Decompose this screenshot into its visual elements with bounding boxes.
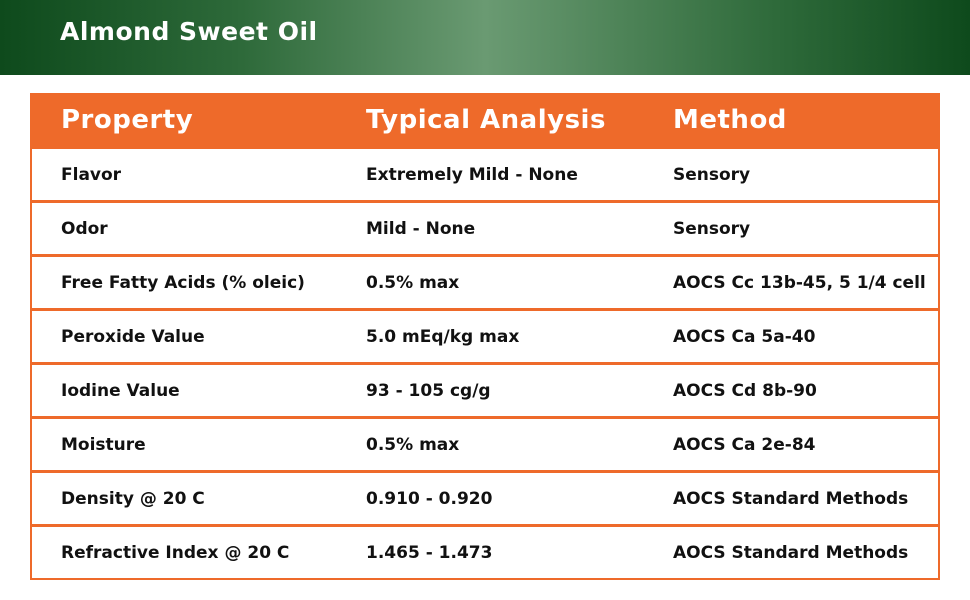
table-row: Free Fatty Acids (% oleic) 0.5% max AOCS C… — [32, 254, 938, 308]
table-row: Odor Mild - None Sensory — [32, 200, 938, 254]
column-header: Typical Analysis — [366, 104, 606, 135]
column-header: Property — [61, 104, 194, 135]
table-cell: Odor — [61, 218, 108, 239]
banner: Almond Sweet Oil — [0, 0, 970, 75]
column-header: Method — [673, 104, 787, 135]
table-cell: 93 - 105 cg/g — [366, 380, 491, 401]
table-cell: Mild - None — [366, 218, 476, 239]
table-cell: AOCS Standard Methods — [673, 488, 909, 509]
table-cell: AOCS Ca 5a-40 — [673, 326, 816, 347]
table-cell: AOCS Cc 13b-45, 5 1/4 cell — [673, 272, 926, 293]
table-cell: 1.465 - 1.473 — [366, 542, 493, 563]
table-row: Moisture 0.5% max AOCS Ca 2e-84 — [32, 416, 938, 470]
table-row: Peroxide Value 5.0 mEq/kg max AOCS Ca 5a-4… — [32, 308, 938, 362]
table-row: Density @ 20 C 0.910 - 0.920 AOCS Standard… — [32, 470, 938, 524]
table-cell: Peroxide Value — [61, 326, 205, 347]
table-row: Iodine Value 93 - 105 cg/g AOCS Cd 8b-90 — [32, 362, 938, 416]
table-cell: AOCS Ca 2e-84 — [673, 434, 816, 455]
table-cell: Density @ 20 C — [61, 488, 205, 509]
table-cell: AOCS Cd 8b-90 — [673, 380, 817, 401]
table-cell: Refractive Index @ 20 C — [61, 542, 290, 563]
table-cell: Sensory — [673, 218, 751, 239]
table-cell: 0.5% max — [366, 272, 460, 293]
table-row: Flavor Extremely Mild - None Sensory — [32, 146, 938, 200]
table-cell: AOCS Standard Methods — [673, 542, 909, 563]
table: Property Typical Analysis Method Flavor Extr… — [30, 93, 940, 580]
title: Almond Sweet Oil — [60, 17, 318, 46]
table-cell: 0.910 - 0.920 — [366, 488, 493, 509]
table-cell: 0.5% max — [366, 434, 460, 455]
table-cell: Moisture — [61, 434, 146, 455]
table-cell: 5.0 mEq/kg max — [366, 326, 520, 347]
header-row: Property Typical Analysis Method — [32, 93, 938, 146]
table-cell: Sensory — [673, 164, 751, 185]
table-row: Refractive Index @ 20 C 1.465 - 1.473 AOCS… — [32, 524, 938, 578]
table-cell: Iodine Value — [61, 380, 180, 401]
table-cell: Extremely Mild - None — [366, 164, 578, 185]
table-cell: Flavor — [61, 164, 122, 185]
table-cell: Free Fatty Acids (% oleic) — [61, 272, 305, 293]
